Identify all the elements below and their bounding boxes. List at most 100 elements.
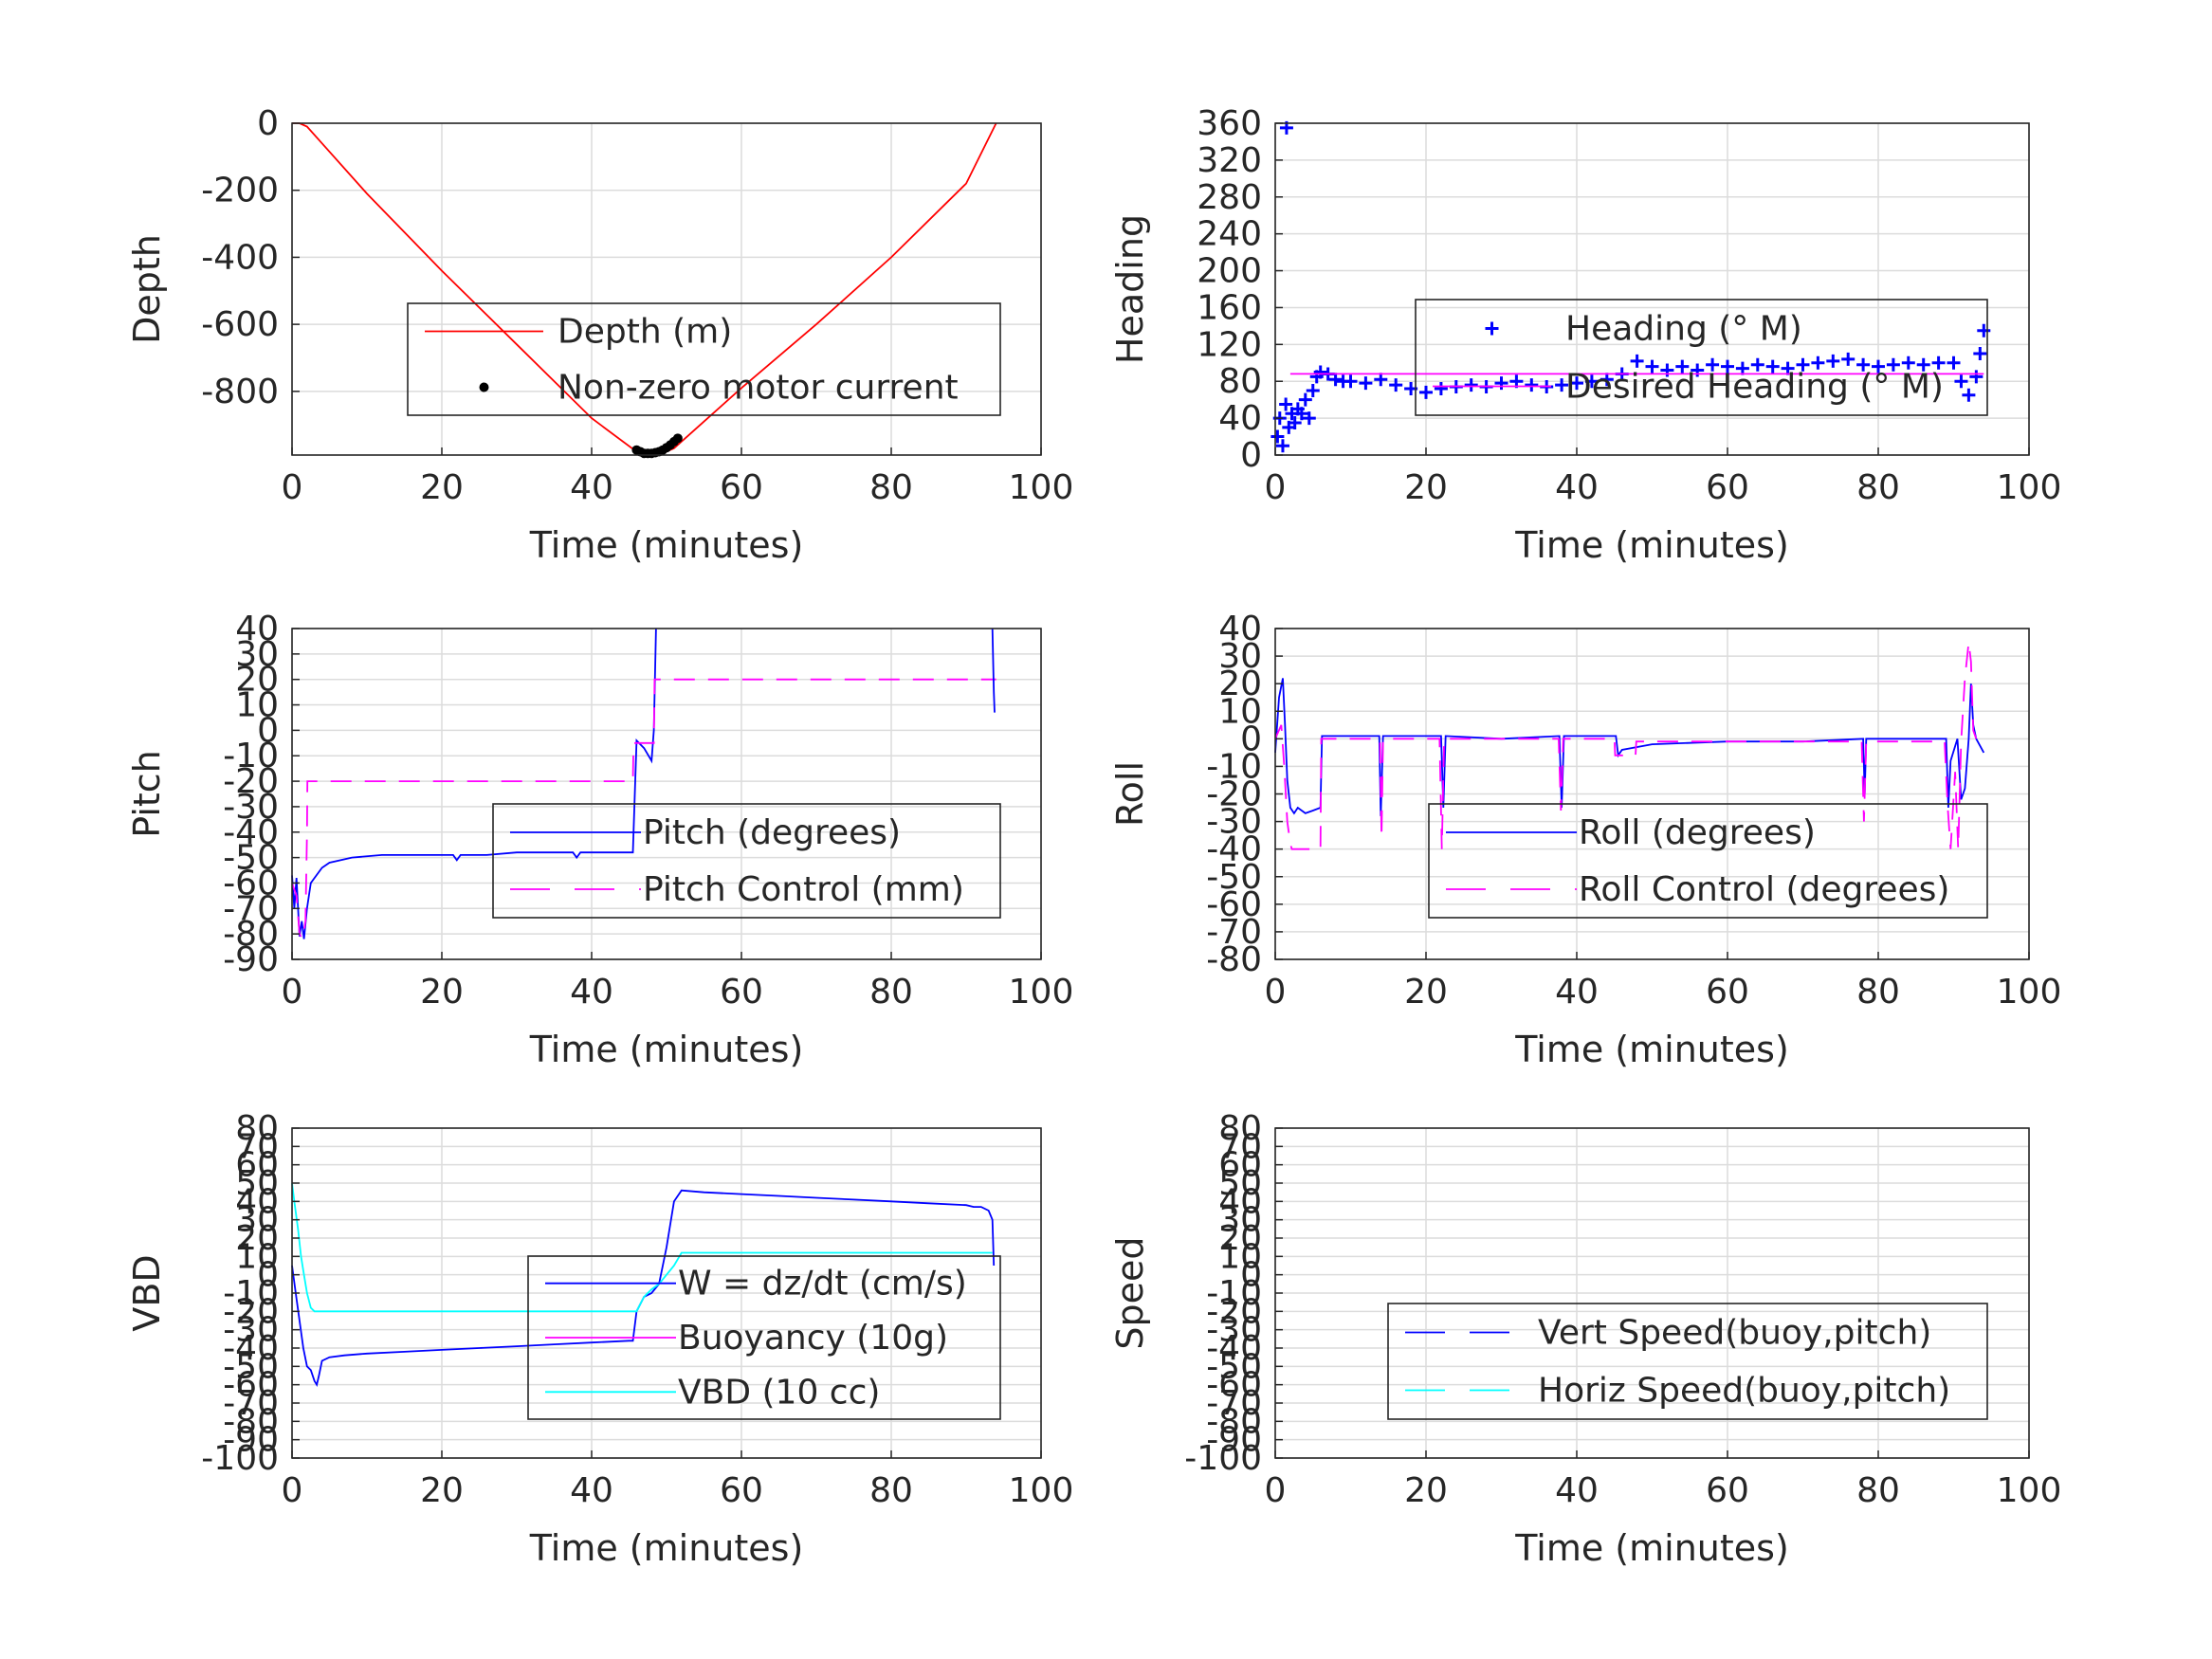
x-tick-label: 80 <box>1856 468 1900 507</box>
axes-box <box>291 628 1042 960</box>
legend: Depth (m) Non-zero motor current <box>407 302 1001 416</box>
chart-panel-1: 0 20 40 60 80 100 0 -200 -400 -600 -800 Time (minut… <box>126 104 1073 566</box>
data-point <box>1288 415 1302 429</box>
y-tick-label: 120 <box>1197 325 1262 364</box>
data-point <box>1306 383 1320 397</box>
y-tick-label: 240 <box>1197 215 1262 254</box>
y-tick-label: 60 <box>1218 1146 1262 1185</box>
data-point <box>1796 357 1810 372</box>
y-tick-label: -40 <box>223 1329 279 1368</box>
legend-item: Horiz Speed(buoy,pitch) <box>1405 1372 1950 1411</box>
y-tick-label: 30 <box>1218 637 1262 676</box>
x-tick-label: 80 <box>869 1471 913 1510</box>
legend-box <box>1387 1303 1988 1420</box>
y-tick-label: -40 <box>223 813 279 852</box>
x-tick-label: 40 <box>570 468 613 507</box>
data-point <box>1886 357 1900 372</box>
data-point <box>1359 376 1373 391</box>
y-tick-label: -20 <box>1206 775 1262 814</box>
legend-item: Buoyancy (10g) <box>545 1319 948 1358</box>
y-tick-label: -10 <box>223 1274 279 1313</box>
y-tick-label: -90 <box>223 1421 279 1460</box>
chart-panel-6: 0 20 40 60 80 100-100-90-80-70-60-50-40-30-20… <box>1109 1109 2061 1569</box>
data-point <box>1570 376 1583 391</box>
data-point <box>1279 397 1293 411</box>
x-tick-label: 80 <box>1856 1471 1900 1510</box>
x-tick-label: 60 <box>1706 1471 1749 1510</box>
legend: Pitch (degrees) Pitch Control (mm) <box>492 803 1001 919</box>
legend-swatch <box>1485 321 1499 336</box>
legend-label: Vert Speed(buoy,pitch) <box>1538 1314 1931 1353</box>
data-point <box>1969 370 1983 384</box>
data-point <box>1916 357 1930 372</box>
y-tick-label: -30 <box>1206 1311 1262 1350</box>
y-tick-label: 0 <box>1240 1256 1262 1295</box>
data-point <box>1294 407 1308 421</box>
data-point <box>1841 352 1856 366</box>
data-point <box>1901 356 1915 370</box>
legend-label: Roll (degrees) <box>1579 813 1816 852</box>
legend-label: Roll Control (degrees) <box>1579 870 1949 909</box>
legend-item: Pitch (degrees) <box>510 813 901 852</box>
y-tick-label: -80 <box>1206 1402 1262 1441</box>
y-tick-label: -20 <box>223 762 279 801</box>
y-tick-label: 60 <box>235 1146 279 1185</box>
x-tick-label: 0 <box>282 1471 303 1510</box>
y-tick-label: 10 <box>235 686 279 725</box>
series-1 <box>291 628 657 939</box>
y-tick-label: -60 <box>223 1366 279 1405</box>
data-point <box>1750 357 1764 372</box>
y-tick-label: -70 <box>223 889 279 928</box>
legend-label: VBD (10 cc) <box>678 1373 880 1412</box>
data-point <box>1525 378 1539 392</box>
y-axis-label: Depth <box>126 234 168 344</box>
y-tick-label: 50 <box>235 1164 279 1203</box>
legend-item: Heading (° M) <box>1485 310 1802 349</box>
y-tick-label: 70 <box>1218 1127 1262 1166</box>
plot-area <box>292 629 1041 959</box>
legend-item: VBD (10 cc) <box>545 1373 880 1412</box>
x-axis-label: Time (minutes) <box>1514 524 1789 566</box>
x-tick-label: 40 <box>570 1471 613 1510</box>
x-tick-label: 20 <box>1404 973 1448 1012</box>
legend-label: Heading (° M) <box>1565 310 1802 349</box>
legend-box <box>1428 803 1988 919</box>
y-tick-label: -80 <box>223 915 279 954</box>
y-tick-label: -70 <box>1206 913 1262 952</box>
data-point <box>1954 374 1968 389</box>
data-point <box>1826 354 1840 368</box>
data-point <box>1328 373 1343 387</box>
y-tick-label: -40 <box>1206 830 1262 869</box>
legend-item: Pitch Control (mm) <box>510 870 964 909</box>
y-tick-label: 50 <box>1218 1164 1262 1203</box>
x-tick-label: 20 <box>420 1471 464 1510</box>
y-tick-label: 40 <box>235 1182 279 1221</box>
y-tick-label: -50 <box>223 1347 279 1386</box>
x-tick-label: 100 <box>1997 1471 2062 1510</box>
legend-label: Depth (m) <box>558 313 732 352</box>
data-point <box>1389 378 1403 392</box>
legend-item: Depth (m) <box>425 313 732 352</box>
x-tick-label: 20 <box>1404 1471 1448 1510</box>
chart-panel-4: 0 20 40 60 80 100-80-70-60-50-40-30-20-100102… <box>1109 610 2061 1070</box>
y-tick-label: 20 <box>235 661 279 700</box>
legend-box <box>527 1255 1001 1420</box>
series-3 <box>291 1182 993 1313</box>
y-tick-label: 0 <box>257 711 279 750</box>
x-tick-label: 100 <box>1009 1471 1074 1510</box>
x-axis-label: Time (minutes) <box>529 524 804 566</box>
legend-label: Horiz Speed(buoy,pitch) <box>1538 1372 1950 1411</box>
x-tick-label: 60 <box>720 973 763 1012</box>
y-tick-label: 30 <box>235 635 279 674</box>
plot-area <box>292 123 1041 455</box>
y-tick-label: 40 <box>1218 1182 1262 1221</box>
y-axis-label: Heading <box>1109 214 1151 364</box>
legend-item: Desired Heading (° M) <box>1433 368 1944 407</box>
x-tick-label: 40 <box>1555 973 1599 1012</box>
data-point <box>1298 392 1312 407</box>
legend-item: Vert Speed(buoy,pitch) <box>1405 1314 1931 1353</box>
y-tick-label: 280 <box>1197 178 1262 217</box>
series-3 <box>991 628 996 713</box>
data-point <box>1973 347 1987 361</box>
plot-area <box>1275 123 2029 455</box>
